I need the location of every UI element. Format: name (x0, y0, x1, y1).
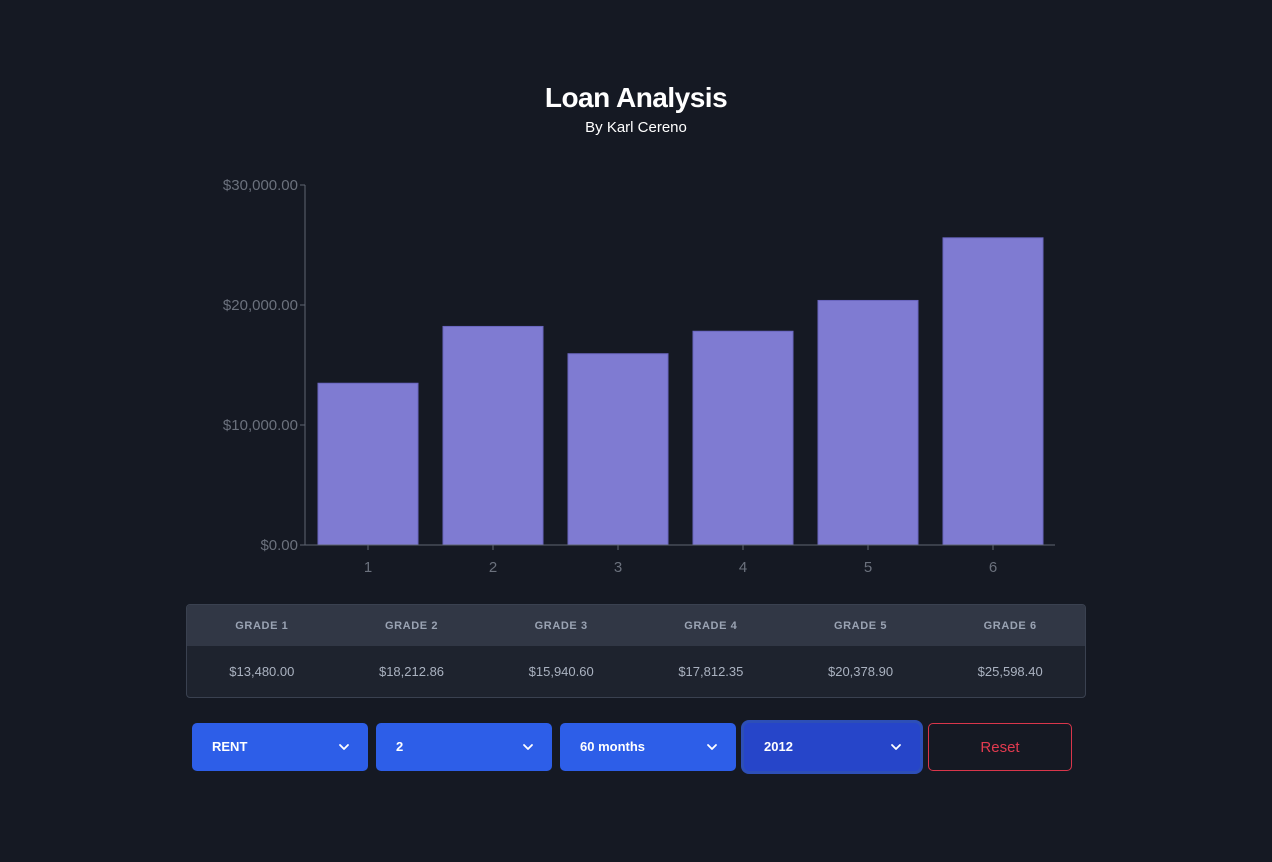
table-row: $13,480.00 $18,212.86 $15,940.60 $17,812… (187, 646, 1085, 697)
reset-button[interactable]: Reset (928, 723, 1072, 771)
x-tick-label: 3 (614, 559, 622, 576)
grade-value-cell: $13,480.00 (229, 664, 295, 679)
year-select[interactable]: 2012 (744, 723, 920, 771)
grade-value: 2 (396, 739, 404, 754)
year-value: 2012 (764, 739, 793, 754)
chart-bar (817, 299, 919, 546)
x-tick-label: 4 (739, 559, 747, 576)
home-ownership-select[interactable]: RENT (192, 723, 368, 771)
chart-bar (692, 330, 794, 546)
grade-header-cell: GRADE 5 (833, 619, 888, 632)
y-tick-label: $30,000.00 (223, 177, 298, 194)
grade-header-cell: GRADE 1 (235, 619, 289, 632)
x-tick-label: 6 (989, 559, 997, 576)
grade-header-cell: GRADE 6 (983, 619, 1037, 632)
grade-header-cell: GRADE 2 (384, 619, 439, 632)
y-tick-label: $20,000.00 (223, 297, 298, 314)
chevron-down-icon (523, 744, 533, 750)
x-tick-label: 1 (364, 559, 372, 576)
y-tick-label: $0.00 (260, 537, 298, 554)
grade-select[interactable]: 2 (376, 723, 552, 771)
grade-header-cell: GRADE 4 (684, 619, 738, 632)
term-select[interactable]: 60 months (560, 723, 736, 771)
chevron-down-icon (891, 744, 901, 750)
page-title: Loan Analysis (544, 82, 728, 113)
y-tick-label: $10,000.00 (223, 417, 298, 434)
grade-table: GRADE 1 GRADE 2 GRADE 3 GRADE 4 GRADE 5 … (186, 604, 1086, 698)
grade-table-header: GRADE 1 GRADE 2 GRADE 3 GRADE 4 GRADE 5 … (187, 605, 1085, 646)
grade-value-cell: $18,212.86 (378, 664, 445, 679)
chevron-down-icon (339, 744, 349, 750)
term-value: 60 months (580, 739, 646, 754)
chart-bar (567, 353, 669, 546)
grade-value-cell: $25,598.40 (977, 664, 1043, 679)
x-tick-label: 5 (864, 559, 872, 576)
chart-bar (317, 382, 419, 546)
chevron-down-icon (707, 744, 717, 750)
grade-value-cell: $20,378.90 (827, 664, 894, 679)
grade-value-cell: $17,812.35 (678, 664, 744, 679)
x-tick-label: 2 (489, 559, 497, 576)
home-ownership-value: RENT (212, 739, 248, 754)
chart-bar (442, 325, 544, 546)
page-subtitle: By Karl Cereno (585, 119, 687, 136)
grade-header-cell: GRADE 3 (534, 619, 588, 632)
grade-value-cell: $15,940.60 (528, 664, 594, 679)
chart-bar (942, 237, 1044, 546)
bar-chart: $0.00 $10,000.00 $20,000.00 $30,000.00 1 2 3 4 5… (223, 177, 1055, 576)
